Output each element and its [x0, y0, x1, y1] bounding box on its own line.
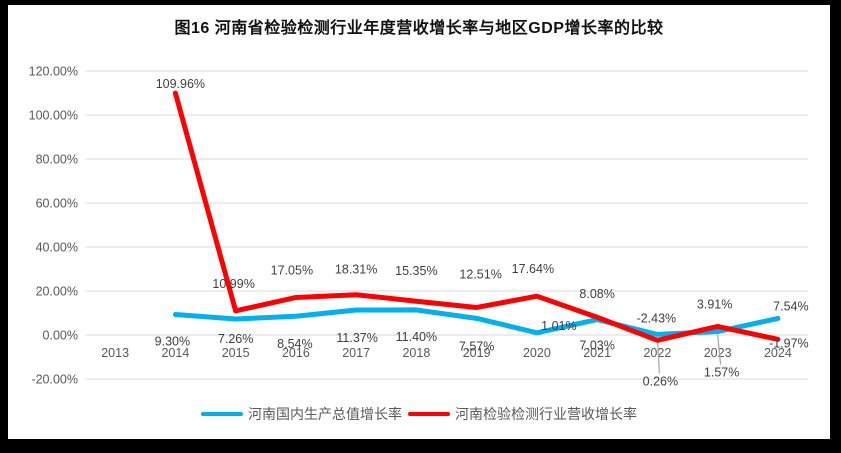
henan-testing-industry-revenue-growth-data-label: 109.96% [156, 77, 205, 91]
henan-testing-industry-revenue-growth-data-label: -2.43% [637, 311, 677, 325]
henan-testing-industry-revenue-growth-data-label: 3.91% [697, 297, 732, 311]
industry-revenue-line-swatch [408, 412, 450, 416]
y-tick-label: 40.00% [36, 241, 78, 255]
chart-title: 图16 河南省检验检测行业年度营收增长率与地区GDP增长率的比较 [174, 20, 664, 37]
legend-label-industry-revenue-growth: 河南检验检测行业营收增长率 [455, 406, 637, 422]
y-tick-label: -20.00% [31, 373, 78, 387]
x-tick-label: 2014 [161, 346, 189, 360]
x-tick-label: 2019 [463, 346, 491, 360]
henan-testing-industry-revenue-growth-data-label: 18.31% [335, 263, 377, 277]
henan-testing-industry-revenue-growth-data-label: 17.05% [271, 263, 313, 277]
x-tick-label: 2024 [764, 346, 792, 360]
henan-gdp-growth-data-label: 0.26% [643, 374, 678, 388]
y-tick-label: 100.00% [29, 109, 78, 123]
henan-testing-industry-revenue-growth-data-label: 17.64% [512, 262, 554, 276]
chart-plot-area: 120.00% 100.00% 80.00% 60.00% 40.00% 20.00% 0.… [29, 65, 809, 389]
x-tick-label: 2016 [282, 346, 310, 360]
henan-testing-industry-revenue-growth-data-label: 12.51% [459, 267, 501, 281]
legend-item-industry-revenue-growth: 河南检验检测行业营收增长率 [408, 404, 637, 424]
henan-gdp-growth-data-label: 11.37% [336, 331, 377, 345]
henan-gdp-growth-data-label: 7.03% [579, 339, 614, 353]
y-tick-label: 0.00% [43, 329, 78, 343]
henan-gdp-growth-data-label: 9.30% [155, 335, 190, 349]
data-label-leader-line [717, 334, 722, 365]
x-tick-label: 2015 [222, 346, 250, 360]
legend-item-gdp-growth: 河南国内生产总值增长率 [201, 404, 402, 424]
x-tick-label: 2018 [402, 346, 430, 360]
x-tick-label: 2021 [583, 346, 611, 360]
henan-gdp-growth-data-label: 8.54% [277, 337, 312, 351]
henan-testing-industry-revenue-growth-data-label: -1.97% [769, 336, 809, 350]
data-label-leader-line [656, 337, 660, 374]
henan-gdp-growth-data-label: 7.54% [773, 299, 808, 313]
henan-gdp-growth-line [172, 307, 781, 337]
x-tick-label: 2023 [704, 346, 732, 360]
henan-testing-industry-revenue-growth-line [172, 90, 781, 343]
henan-gdp-growth-data-label: 1.01% [541, 319, 576, 333]
chart-legend: 河南国内生产总值增长率 河南检验检测行业营收增长率 [8, 401, 830, 427]
y-tick-label: 120.00% [29, 65, 78, 79]
x-tick-label: 2017 [342, 346, 370, 360]
henan-gdp-growth-data-label: 7.57% [459, 339, 494, 353]
legend-label-gdp-growth: 河南国内生产总值增长率 [248, 406, 402, 422]
henan-testing-industry-revenue-growth-data-label: 15.35% [395, 264, 437, 278]
x-tick-label: 2022 [643, 346, 671, 360]
chart-page: 图16 河南省检验检测行业年度营收增长率与地区GDP增长率的比较 120.00%… [8, 5, 830, 439]
henan-testing-industry-revenue-growth-data-label: 8.08% [579, 287, 614, 301]
x-tick-label: 2020 [523, 346, 551, 360]
henan-gdp-growth-data-label: 1.57% [704, 366, 739, 380]
x-tick-label: 2013 [101, 346, 129, 360]
henan-testing-industry-revenue-growth-data-label: 10.99% [212, 277, 254, 291]
y-tick-label: 60.00% [36, 197, 78, 211]
henan-gdp-growth-data-label: 7.26% [218, 332, 253, 346]
gdp-growth-line-swatch [201, 412, 243, 416]
y-tick-label: 80.00% [36, 153, 78, 167]
y-tick-label: 20.00% [36, 285, 78, 299]
henan-gdp-growth-data-label: 11.40% [396, 330, 437, 344]
